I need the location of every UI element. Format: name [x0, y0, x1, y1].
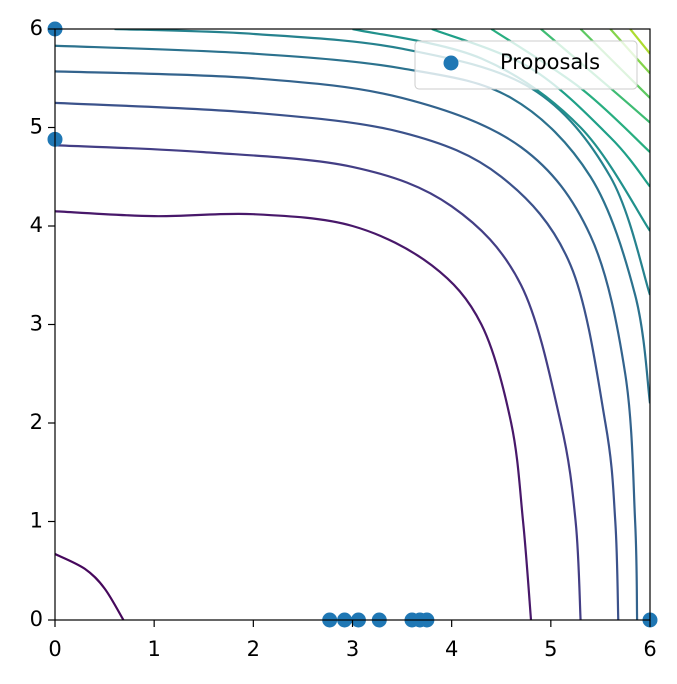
plot-frame: [54, 28, 651, 621]
y-tick-label: 1: [30, 509, 43, 533]
contour-group: [55, 29, 650, 620]
axes: 0 1 2 3 4 5 6 0 1 2 3 4 5 6: [30, 16, 657, 661]
legend-label: Proposals: [500, 50, 600, 74]
contour-line: [629, 29, 650, 55]
x-tick-label: 5: [544, 637, 557, 661]
y-tick-label: 3: [30, 312, 43, 336]
y-tick-label: 5: [30, 115, 43, 139]
contour-line: [55, 553, 125, 620]
y-tick-label: 2: [30, 410, 43, 434]
y-tick-label: 0: [30, 607, 43, 631]
x-tick-label: 0: [48, 637, 61, 661]
contour-line: [55, 44, 650, 404]
x-tick-label: 6: [643, 637, 656, 661]
x-tick-label: 2: [247, 637, 260, 661]
contour-line: [55, 210, 533, 620]
contour-line: [55, 70, 639, 620]
x-tick-label: 1: [147, 637, 160, 661]
contour-line: [55, 144, 582, 620]
y-tick-label: 4: [30, 213, 43, 237]
legend-marker: [443, 55, 459, 71]
y-tick-label: 6: [30, 16, 43, 40]
contour-line: [55, 101, 620, 620]
x-tick-label: 4: [445, 637, 458, 661]
legend-box: [414, 40, 638, 90]
legend: Proposals: [414, 40, 638, 90]
x-tick-label: 3: [346, 637, 359, 661]
